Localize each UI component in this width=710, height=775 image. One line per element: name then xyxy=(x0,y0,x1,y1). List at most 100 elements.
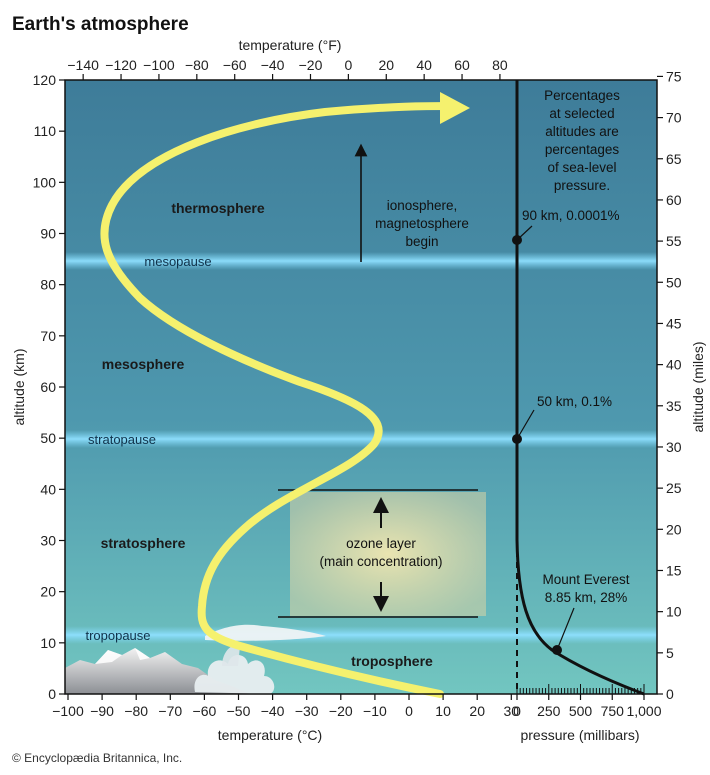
left-axis-title: altitude (km) xyxy=(11,348,27,425)
pressure-note-line: altitudes are xyxy=(545,124,619,139)
figure-title: Earth's atmosphere xyxy=(12,14,189,35)
left-tick-label: 70 xyxy=(40,328,56,344)
left-axis-ticks: 0 10 20 30 40 50 60 70 80 90 100 110 120 xyxy=(33,72,65,702)
pressure-point-50km-leader xyxy=(516,409,535,440)
bottom-left-axis-ticks: −100 −90 −80 −70 −60 −50 −40 −30 −20 −10 0 10 20 30 xyxy=(52,694,519,719)
right-tick-label: 5 xyxy=(666,645,674,661)
right-tick-label: 15 xyxy=(666,562,682,578)
pressure-label-everest-line2: 8.85 km, 28% xyxy=(545,590,628,605)
right-tick-label: 20 xyxy=(666,521,682,537)
bottom-left-tick-label: −20 xyxy=(329,703,353,719)
pressure-label-everest-line1: Mount Everest xyxy=(542,572,629,587)
left-tick-label: 80 xyxy=(40,277,56,293)
right-tick-label: 25 xyxy=(666,480,682,496)
top-tick-label: −40 xyxy=(261,57,285,73)
right-tick-label: 65 xyxy=(666,151,682,167)
layer-troposphere: troposphere xyxy=(351,653,433,669)
right-tick-label: 50 xyxy=(666,274,682,290)
right-axis-title: altitude (miles) xyxy=(690,341,706,432)
left-tick-label: 100 xyxy=(33,174,57,190)
tropopause-band xyxy=(65,626,657,644)
ozone-label-line1: ozone layer xyxy=(346,536,416,551)
pressure-note-line: percentages xyxy=(545,142,620,157)
right-tick-label: 30 xyxy=(666,439,682,455)
left-tick-label: 10 xyxy=(40,635,56,651)
mountain-snowcaps xyxy=(95,648,150,664)
temperature-curve-arrowhead xyxy=(440,92,470,124)
left-tick-label: 0 xyxy=(48,686,56,702)
pressure-curve xyxy=(515,539,645,696)
bottom-left-tick-label: −50 xyxy=(227,703,251,719)
top-tick-label: −80 xyxy=(185,57,209,73)
top-tick-label: 20 xyxy=(378,57,394,73)
bottom-right-tick-label: 1,000 xyxy=(626,703,661,719)
pressure-label-50km: 50 km, 0.1% xyxy=(537,394,612,409)
bottom-left-tick-label: −100 xyxy=(52,703,84,719)
pressure-note: Percentages at selected altitudes are pe… xyxy=(544,88,620,193)
top-axis-title: temperature (°F) xyxy=(239,37,342,53)
left-tick-label: 90 xyxy=(40,226,56,242)
left-tick-label: 50 xyxy=(40,430,56,446)
right-tick-label: 40 xyxy=(666,357,682,373)
layer-stratosphere: stratosphere xyxy=(101,535,186,551)
bottom-right-tick-label: 500 xyxy=(569,703,593,719)
bottom-left-tick-label: 10 xyxy=(435,703,451,719)
bottom-right-axis-title: pressure (millibars) xyxy=(520,727,639,743)
boundary-tropopause: tropopause xyxy=(85,628,150,643)
top-tick-label: −120 xyxy=(105,57,137,73)
right-tick-label: 0 xyxy=(666,686,674,702)
bottom-left-tick-label: −60 xyxy=(193,703,217,719)
ionosphere-label-line2: magnetosphere xyxy=(375,216,469,231)
pressure-point-90km-leader xyxy=(516,225,533,241)
boundary-stratopause: stratopause xyxy=(88,432,156,447)
bottom-right-tick-label: 750 xyxy=(601,703,625,719)
layer-thermosphere: thermosphere xyxy=(171,200,265,216)
right-tick-label: 70 xyxy=(666,110,682,126)
cloud-tower xyxy=(222,645,240,666)
bottom-left-axis-title: temperature (°C) xyxy=(218,727,322,743)
bottom-left-tick-label: −30 xyxy=(295,703,319,719)
stratopause-band xyxy=(65,430,657,448)
bottom-right-tick-label: 250 xyxy=(537,703,561,719)
ionosphere-label-line3: begin xyxy=(405,234,438,249)
bottom-left-tick-label: −80 xyxy=(124,703,148,719)
right-tick-label: 10 xyxy=(666,604,682,620)
left-tick-label: 110 xyxy=(34,123,57,139)
left-tick-label: 30 xyxy=(40,533,56,549)
cloud-anvil xyxy=(205,624,326,641)
bottom-left-tick-label: 30 xyxy=(504,703,520,719)
top-tick-label: −140 xyxy=(67,57,99,73)
top-tick-label: −60 xyxy=(223,57,247,73)
top-axis-ticks: −140 −120 −100 −80 −60 −40 −20 0 20 40 60 80 xyxy=(67,57,508,80)
bottom-left-tick-label: −90 xyxy=(90,703,114,719)
pressure-note-line: pressure. xyxy=(554,178,610,193)
top-tick-label: −100 xyxy=(143,57,175,73)
cloud-illustration xyxy=(194,655,275,694)
bottom-right-tick-label: 0 xyxy=(513,703,521,719)
right-tick-label: 55 xyxy=(666,233,682,249)
top-tick-label: 40 xyxy=(416,57,432,73)
top-tick-label: −20 xyxy=(299,57,323,73)
top-tick-label: 0 xyxy=(344,57,352,73)
pressure-note-line: of sea-level xyxy=(547,160,616,175)
right-axis-ticks: 0 5 10 15 20 25 30 35 40 45 50 55 60 65 70 75 xyxy=(657,68,682,702)
left-tick-label: 20 xyxy=(40,584,56,600)
right-tick-label: 75 xyxy=(666,68,682,84)
right-tick-label: 60 xyxy=(666,192,682,208)
pressure-point-everest-leader xyxy=(556,607,575,651)
right-tick-label: 45 xyxy=(666,315,682,331)
pressure-label-90km: 90 km, 0.0001% xyxy=(522,208,620,223)
bottom-right-axis-ticks: 0 250 500 750 1,000 xyxy=(513,684,662,719)
boundary-mesopause: mesopause xyxy=(144,254,211,269)
bottom-left-tick-label: −10 xyxy=(363,703,387,719)
temperature-curve xyxy=(100,102,456,698)
bottom-left-tick-label: 0 xyxy=(405,703,413,719)
pressure-note-line: Percentages xyxy=(544,88,620,103)
layer-mesosphere: mesosphere xyxy=(102,356,185,372)
top-tick-label: 60 xyxy=(454,57,470,73)
left-tick-label: 120 xyxy=(33,72,57,88)
pressure-note-line: at selected xyxy=(549,106,614,121)
bottom-left-tick-label: −70 xyxy=(158,703,182,719)
